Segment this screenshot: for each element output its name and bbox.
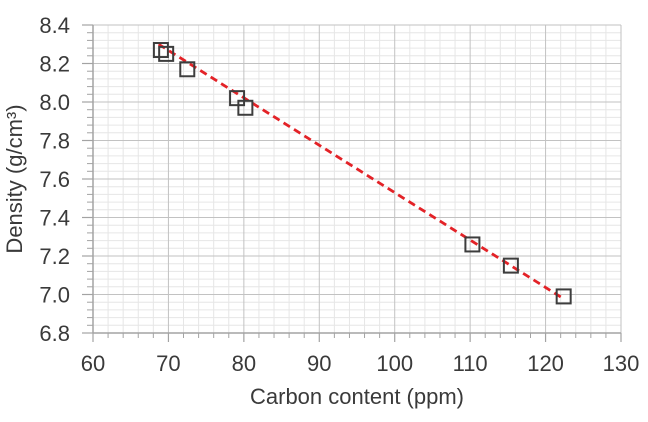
data-point-marker: [555, 288, 572, 305]
y-tick-label: 8.2: [39, 52, 70, 77]
y-tick-label: 8.4: [39, 13, 70, 38]
x-tick-label: 110: [453, 351, 488, 376]
y-tick-label: 7.2: [39, 244, 70, 269]
data-point-marker: [179, 61, 196, 78]
y-tick-label: 6.8: [39, 321, 70, 346]
data-point-marker: [502, 257, 519, 274]
y-axis-title: Density (g/cm³): [2, 104, 27, 253]
x-tick-label: 130: [603, 351, 640, 376]
y-tick-label: 7.4: [39, 206, 70, 231]
data-point-marker: [237, 99, 254, 116]
trendline-group: [157, 43, 564, 300]
data-point-marker: [464, 236, 481, 253]
x-tick-label: 80: [232, 351, 256, 376]
x-tick-label: 90: [307, 351, 331, 376]
y-tick-label: 7.0: [39, 283, 70, 308]
x-tick-label: 100: [376, 351, 413, 376]
y-tick-label: 8.0: [39, 90, 70, 115]
x-axis-title: Carbon content (ppm): [250, 384, 464, 409]
tick-labels: 60 70 80 90 100 110 120 130 6.8 7.0 7.2 7.4 7.6 7.8 8.…: [39, 13, 639, 376]
data-point-markers: [152, 42, 572, 305]
x-tick-label: 60: [81, 351, 105, 376]
y-tick-label: 7.6: [39, 167, 70, 192]
y-tick-label: 7.8: [39, 129, 70, 154]
x-tick-label: 120: [527, 351, 564, 376]
axes-spines-and-ticks: [82, 24, 622, 342]
x-tick-label: 70: [156, 351, 180, 376]
data-point-marker: [229, 90, 246, 107]
data-point-marker: [158, 45, 175, 62]
data-point-marker: [152, 42, 169, 59]
trendline: [157, 43, 564, 300]
